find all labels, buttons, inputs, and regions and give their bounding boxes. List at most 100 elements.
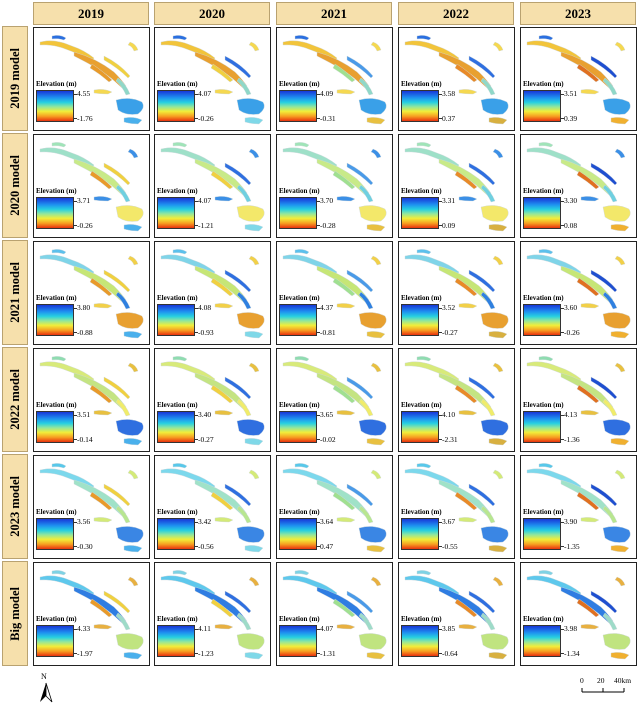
ramp-tick-min: [439, 225, 442, 226]
elevation-min-value: -0.26: [77, 221, 93, 230]
column-header-2023: 2023: [520, 2, 636, 25]
elevation-map: [282, 35, 387, 125]
row-label: 2019 model: [2, 26, 28, 131]
color-ramp: [279, 304, 317, 336]
elevation-min-value: -1.76: [77, 114, 93, 123]
map-panel: Elevation (m) 3.65 -0.02: [276, 348, 393, 452]
elevation-min-value: -0.81: [320, 328, 336, 337]
elevation-max-value: 4.07: [320, 624, 334, 633]
elevation-max-value: 3.51: [564, 89, 578, 98]
elevation-min-value: -2.31: [442, 435, 458, 444]
map-panel: Elevation (m) 3.51 -0.14: [33, 348, 150, 452]
row-label: 2021 model: [2, 240, 28, 345]
map-panel: Elevation (m) 3.42 -0.56: [154, 455, 271, 559]
elevation-max-value: 3.65: [320, 410, 334, 419]
color-ramp: [157, 411, 195, 443]
ramp-tick-max: [561, 522, 564, 523]
elevation-max-value: 3.40: [198, 410, 212, 419]
color-ramp: [36, 197, 74, 229]
map-panel: Elevation (m) 3.60 -0.26: [520, 241, 637, 345]
ramp-tick-min: [195, 225, 198, 226]
row-label: 2022 model: [2, 347, 28, 452]
elevation-min-value: -0.27: [198, 435, 214, 444]
ramp-tick-max: [74, 308, 77, 309]
elevation-min-value: 0.37: [442, 114, 456, 123]
ramp-tick-min: [439, 546, 442, 547]
map-panel: Elevation (m) 4.07 -1.31: [276, 562, 393, 666]
map-panel: Elevation (m) 4.37 -0.81: [276, 241, 393, 345]
elevation-max-value: 4.37: [320, 303, 334, 312]
legend-title: Elevation (m): [523, 80, 564, 88]
elevation-max-value: 4.08: [198, 303, 212, 312]
ramp-tick-min: [74, 439, 77, 440]
color-ramp: [401, 411, 439, 443]
legend-title: Elevation (m): [523, 508, 564, 516]
elevation-map: [404, 570, 509, 660]
elevation-map: [160, 249, 265, 339]
elevation-map: [526, 142, 631, 232]
ramp-tick-max: [561, 629, 564, 630]
row-label-text: Big model: [7, 586, 22, 641]
elevation-map: [39, 570, 144, 660]
legend-title: Elevation (m): [279, 80, 320, 88]
ramp-tick-max: [561, 415, 564, 416]
elevation-min-value: 0.39: [564, 114, 578, 123]
legend-title: Elevation (m): [401, 508, 442, 516]
ramp-tick-min: [74, 653, 77, 654]
ramp-tick-min: [317, 225, 320, 226]
color-ramp: [523, 625, 561, 657]
map-panel: Elevation (m) 4.11 -1.23: [154, 562, 271, 666]
ramp-tick-min: [74, 118, 77, 119]
elevation-map: [404, 463, 509, 553]
ramp-tick-max: [195, 522, 198, 523]
map-panel: Elevation (m) 3.56 -0.30: [33, 455, 150, 559]
elevation-max-value: 3.80: [77, 303, 91, 312]
legend-title: Elevation (m): [157, 615, 198, 623]
color-ramp: [157, 197, 195, 229]
ramp-tick-min: [439, 332, 442, 333]
row-label-text: 2019 model: [7, 48, 22, 109]
elevation-map: [526, 356, 631, 446]
elevation-min-value: 0.47: [320, 542, 334, 551]
elevation-max-value: 3.42: [198, 517, 212, 526]
color-ramp: [523, 197, 561, 229]
color-ramp: [401, 197, 439, 229]
ramp-tick-min: [74, 225, 77, 226]
elevation-min-value: -0.26: [564, 328, 580, 337]
elevation-max-value: 4.13: [564, 410, 578, 419]
ramp-tick-min: [561, 118, 564, 119]
color-ramp: [279, 518, 317, 550]
ramp-tick-max: [439, 201, 442, 202]
elevation-map: [282, 249, 387, 339]
color-ramp: [523, 304, 561, 336]
map-panel: Elevation (m) 3.40 -0.27: [154, 348, 271, 452]
ramp-tick-min: [561, 546, 564, 547]
elevation-min-value: 0.08: [564, 221, 578, 230]
legend-title: Elevation (m): [279, 508, 320, 516]
ramp-tick-max: [317, 201, 320, 202]
elevation-max-value: 3.56: [77, 517, 91, 526]
row-label: 2020 model: [2, 133, 28, 238]
color-ramp: [157, 90, 195, 122]
scale-bar: 0 20 40km: [570, 676, 638, 700]
legend-title: Elevation (m): [401, 294, 442, 302]
map-panel: Elevation (m) 3.31 0.09: [398, 134, 515, 238]
map-panel: Elevation (m) 3.98 -1.34: [520, 562, 637, 666]
legend-title: Elevation (m): [279, 401, 320, 409]
legend-title: Elevation (m): [36, 401, 77, 409]
map-panel: Elevation (m) 4.13 -1.36: [520, 348, 637, 452]
ramp-tick-max: [561, 201, 564, 202]
elevation-min-value: -0.02: [320, 435, 336, 444]
elevation-map: [39, 249, 144, 339]
legend-title: Elevation (m): [157, 187, 198, 195]
scale-label-40km: 40km: [614, 676, 632, 685]
scale-label-0: 0: [580, 676, 584, 685]
elevation-min-value: -0.30: [77, 542, 93, 551]
elevation-max-value: 3.60: [564, 303, 578, 312]
ramp-tick-min: [195, 439, 198, 440]
ramp-tick-max: [74, 94, 77, 95]
ramp-tick-min: [195, 118, 198, 119]
column-header-2022: 2022: [398, 2, 514, 25]
ramp-tick-max: [195, 415, 198, 416]
legend-title: Elevation (m): [157, 401, 198, 409]
